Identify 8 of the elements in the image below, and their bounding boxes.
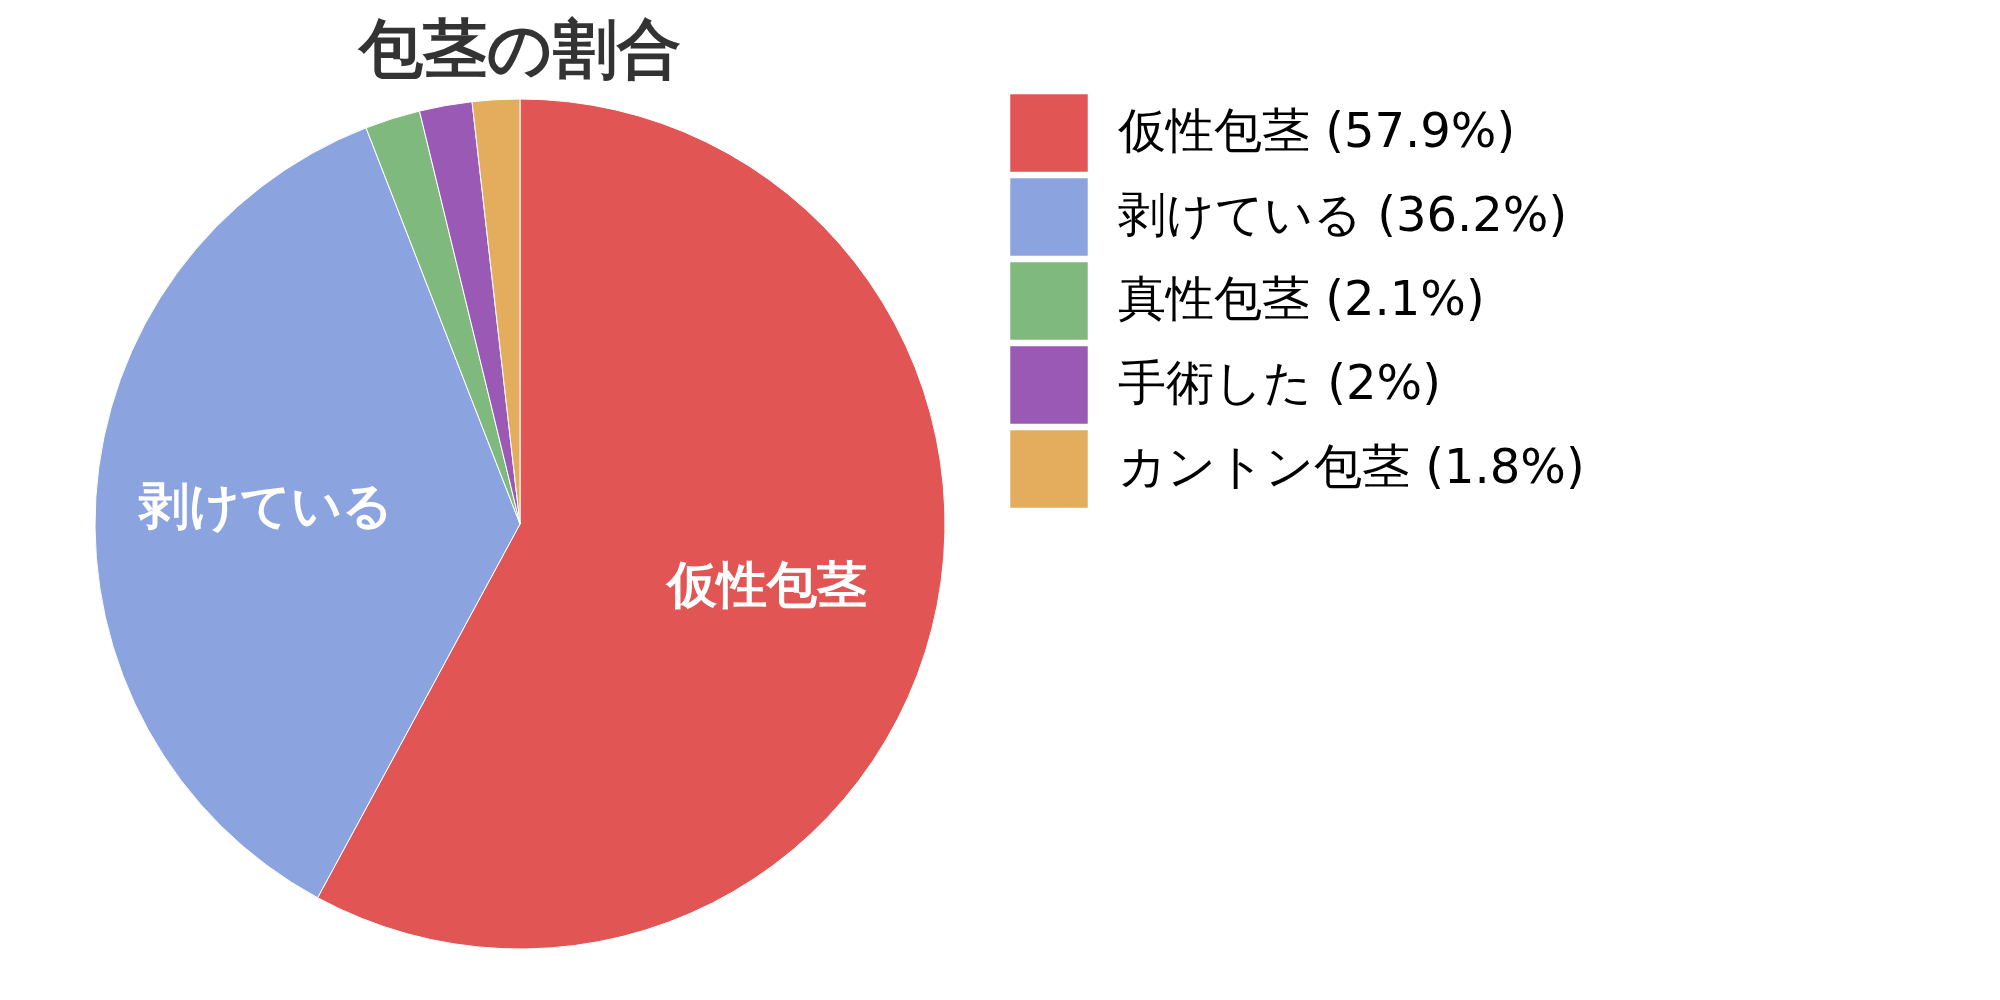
legend-label: カントン包茎 (1.8%) xyxy=(1118,438,1585,494)
data-label: 剥けている xyxy=(136,476,393,535)
legend-label: 手術した (2%) xyxy=(1118,354,1441,410)
legend-label: 真性包茎 (2.1%) xyxy=(1118,270,1485,326)
legend-label: 剥けている (36.2%) xyxy=(1118,186,1568,242)
chart-title: 包茎の割合 xyxy=(357,12,681,86)
data-label: 仮性包茎 xyxy=(665,555,868,614)
legend-label: 仮性包茎 (57.9%) xyxy=(1117,102,1516,158)
